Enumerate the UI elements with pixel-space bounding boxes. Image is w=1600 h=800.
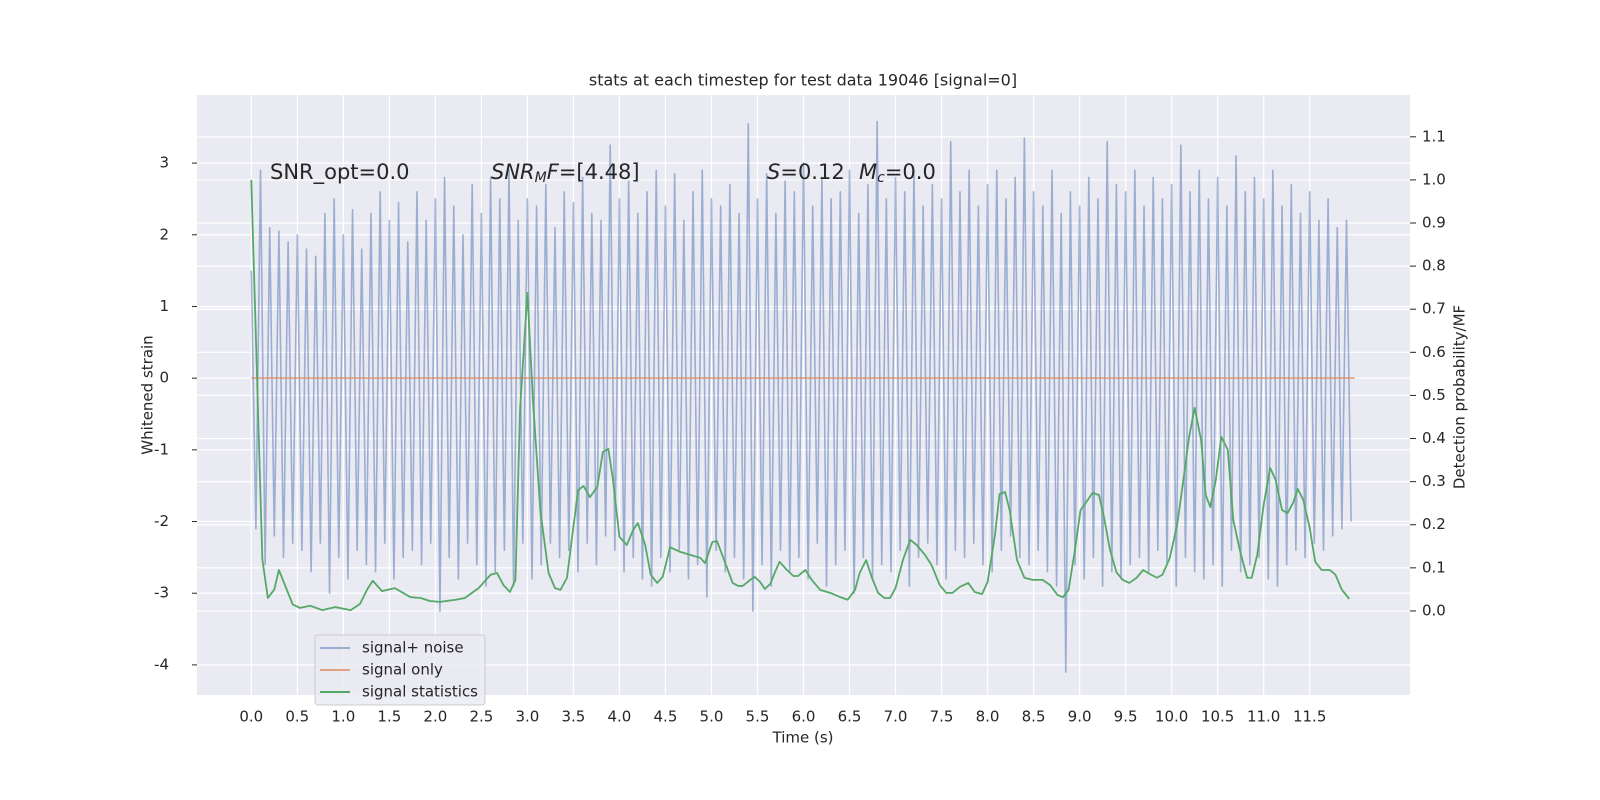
legend-label: signal only: [362, 661, 443, 679]
y-tick-label: -4: [154, 655, 169, 673]
y2-tick-label: 0.1: [1422, 558, 1446, 576]
legend: signal+ noise signal only signal statistic…: [314, 634, 486, 706]
x-tick-label: 10.5: [1201, 708, 1234, 726]
y2-tick-label: 1.1: [1422, 127, 1446, 145]
y2-tick-label: 0.7: [1422, 300, 1446, 318]
y-tick-label: 3: [159, 154, 169, 172]
annotation-part: =[4.48]: [559, 160, 640, 184]
annotation-part: SNR: [491, 160, 535, 184]
annotation: Mc=0.0: [859, 160, 936, 186]
x-tick-label: 6.5: [838, 708, 862, 726]
annotation-part: c: [877, 170, 885, 186]
y2-tick-label: 1.0: [1422, 170, 1446, 188]
y-tick-label: 1: [159, 297, 169, 315]
y-tick-label: -3: [154, 584, 169, 602]
x-tick-label: 0.0: [239, 708, 263, 726]
x-tick-label: 7.0: [884, 708, 908, 726]
annotation-part: M: [535, 170, 547, 186]
y-tick-label: -1: [154, 440, 169, 458]
x-tick-label: 8.5: [1022, 708, 1046, 726]
chart-title: stats at each timestep for test data 190…: [589, 71, 1017, 90]
legend-label: signal+ noise: [362, 639, 464, 657]
y-tick-label: 0: [159, 369, 169, 387]
x-tick-label: 7.5: [930, 708, 954, 726]
y2-tick-label: 0.3: [1422, 472, 1446, 490]
x-tick-label: 11.5: [1293, 708, 1326, 726]
x-tick-label: 2.0: [423, 708, 447, 726]
series-line: [250, 179, 1350, 611]
annotation: S=0.12: [767, 160, 845, 184]
y2-axis-label: Detection probability/MF: [1451, 305, 1469, 489]
x-tick-label: 2.5: [469, 708, 493, 726]
x-tick-label: 9.0: [1068, 708, 1092, 726]
y2-tick-label: 0.9: [1422, 214, 1446, 232]
annotation: SNR_opt=0.0: [270, 160, 410, 185]
y2-tick-label: 0.5: [1422, 386, 1446, 404]
annotation-part: F: [547, 160, 560, 184]
x-axis-label: Time (s): [772, 729, 834, 747]
x-tick-label: 11.0: [1247, 708, 1280, 726]
y-tick-label: -2: [154, 512, 169, 530]
y-axis-label: Whitened strain: [139, 335, 157, 454]
y-tick-label: 2: [159, 225, 169, 243]
x-tick-label: 5.5: [746, 708, 770, 726]
y2-tick-label: 0.4: [1422, 429, 1446, 447]
x-tick-label: 10.0: [1155, 708, 1188, 726]
x-tick-label: 0.5: [285, 708, 309, 726]
y2-tick-label: 0.2: [1422, 515, 1446, 533]
legend-box: [314, 634, 486, 706]
x-tick-label: 1.5: [377, 708, 401, 726]
x-tick-label: 5.0: [700, 708, 724, 726]
annotation: SNRMF=[4.48]: [491, 160, 640, 186]
x-tick-label: 4.5: [654, 708, 678, 726]
annotation-part: SNR_opt=0.0: [270, 160, 410, 185]
series-line: [250, 120, 1352, 673]
annotation-part: M: [859, 160, 877, 184]
y2-tick-label: 0.0: [1422, 601, 1446, 619]
annotation-part: =0.12: [780, 160, 844, 184]
x-tick-label: 6.0: [792, 708, 816, 726]
y2-tick-label: 0.6: [1422, 343, 1446, 361]
x-tick-label: 3.0: [515, 708, 539, 726]
annotation-part: S: [767, 160, 780, 184]
x-tick-label: 8.0: [976, 708, 1000, 726]
annotation-part: =0.0: [885, 160, 936, 184]
x-tick-label: 9.5: [1114, 708, 1138, 726]
x-tick-label: 4.0: [608, 708, 632, 726]
y2-tick-label: 0.8: [1422, 257, 1446, 275]
x-tick-label: 1.0: [331, 708, 355, 726]
x-tick-label: 3.5: [561, 708, 585, 726]
legend-label: signal statistics: [362, 683, 478, 701]
